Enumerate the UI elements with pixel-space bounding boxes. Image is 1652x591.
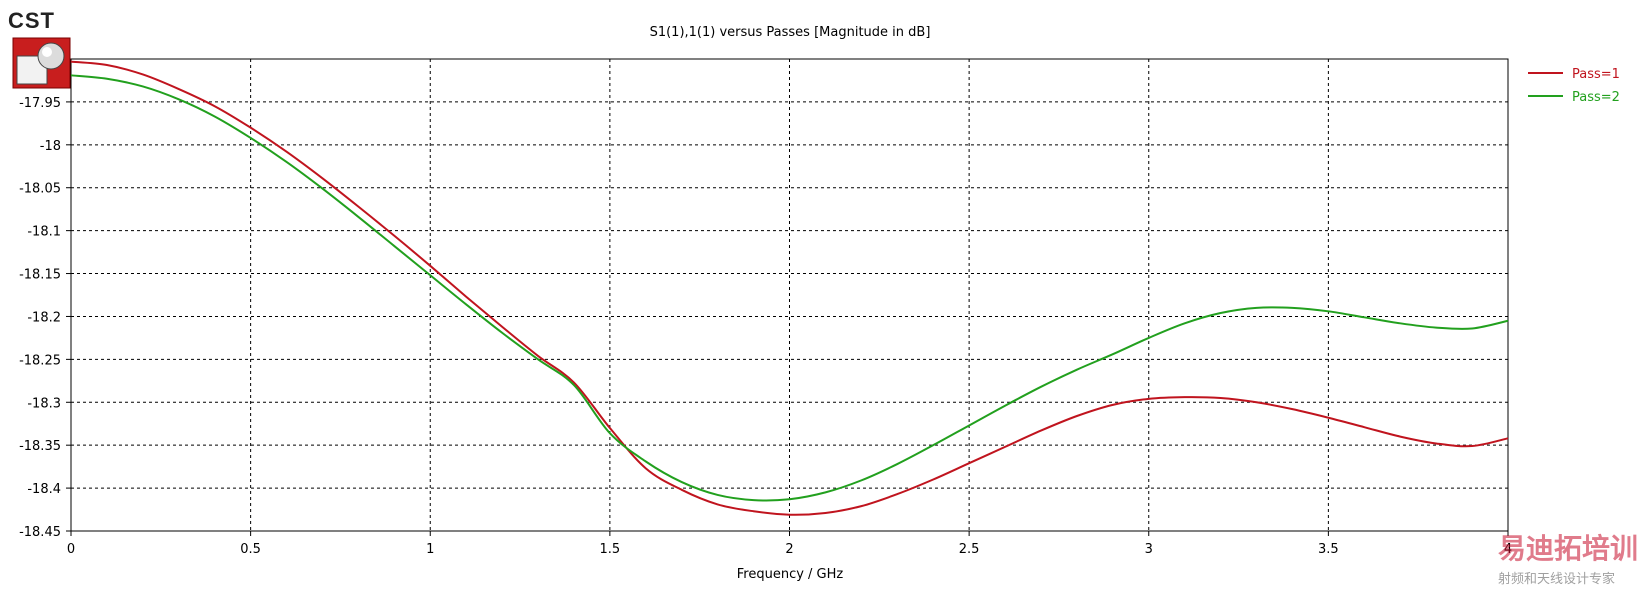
legend: Pass=1 Pass=2 xyxy=(1528,67,1620,105)
x-tick-label: 3.5 xyxy=(1318,542,1339,557)
x-axis-ticks: 0 0.5 1 1.5 2 2.5 3 3.5 4 xyxy=(67,531,1512,557)
cst-logo: CST xyxy=(8,8,71,89)
watermark-tagline: 射频和天线设计专家 xyxy=(1498,571,1615,587)
x-tick-label: 1 xyxy=(426,542,434,557)
x-tick-label: 2 xyxy=(785,542,793,557)
series-layer xyxy=(70,60,1509,516)
y-tick-label: -18 xyxy=(40,139,61,154)
watermark-brand: 易迪拓培训 xyxy=(1498,532,1638,565)
x-tick-label: 3 xyxy=(1145,542,1153,557)
y-tick-label: -18.4 xyxy=(27,482,61,497)
series-line-2 xyxy=(70,74,1509,502)
legend-label-2: Pass=2 xyxy=(1572,90,1620,105)
chart-title: S1(1),1(1) versus Passes [Magnitude in d… xyxy=(650,25,931,40)
y-tick-label: -18.2 xyxy=(27,310,61,325)
x-tick-label: 0.5 xyxy=(240,542,261,557)
y-tick-label: -18.45 xyxy=(19,525,61,540)
series-line-1 xyxy=(70,60,1509,516)
x-tick-label: 0 xyxy=(67,542,75,557)
y-tick-label: -18.25 xyxy=(19,353,61,368)
x-axis-label: Frequency / GHz xyxy=(737,567,844,582)
x-tick-label: 1.5 xyxy=(600,542,621,557)
x-tick-label: 2.5 xyxy=(959,542,980,557)
y-tick-label: -18.15 xyxy=(19,268,61,283)
y-tick-label: -18.35 xyxy=(19,439,61,454)
y-tick-label: -18.05 xyxy=(19,182,61,197)
y-tick-label: -17.95 xyxy=(19,96,61,111)
legend-label-1: Pass=1 xyxy=(1572,67,1620,82)
cst-logo-text: CST xyxy=(8,8,55,33)
x-tick-label: 4 xyxy=(1504,542,1512,557)
y-tick-label: -18.1 xyxy=(27,225,61,240)
y-axis-ticks: -17.95 -18 -18.05 -18.1 -18.15 -18.2 -18.25 -18… xyxy=(19,96,71,540)
y-tick-label: -18.3 xyxy=(27,396,61,411)
watermark: 易迪拓培训 射频和天线设计专家 xyxy=(1498,532,1638,587)
